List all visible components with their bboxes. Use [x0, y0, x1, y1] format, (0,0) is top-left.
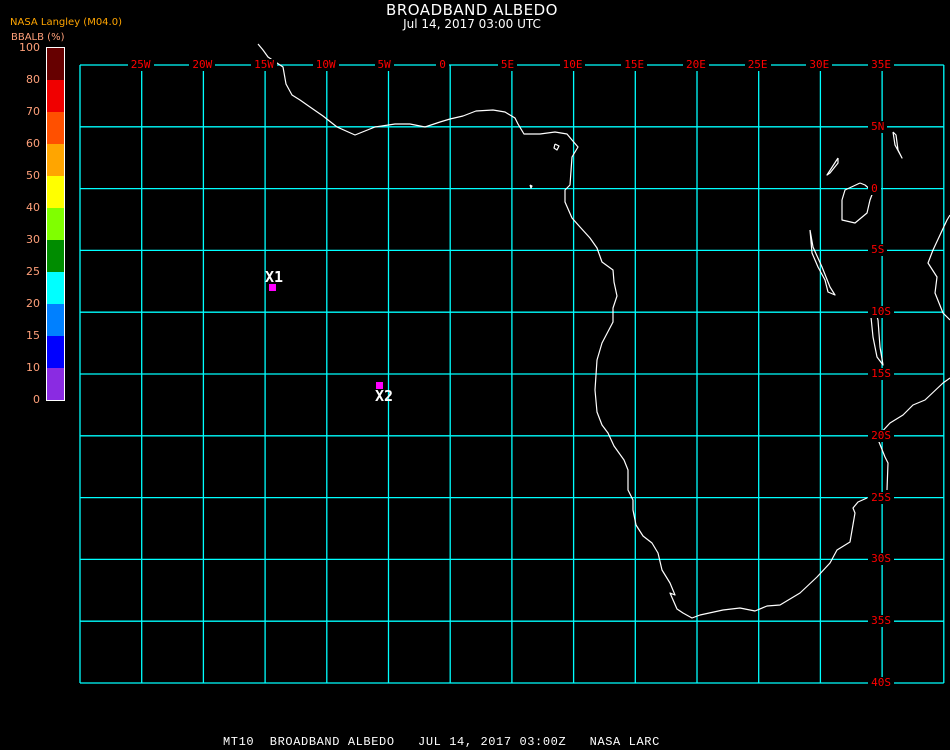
- color-swatch: [47, 304, 64, 336]
- longitude-label: 25E: [744, 59, 771, 71]
- color-scale-bar: [46, 47, 65, 401]
- footer-caption: MT10 BROADBAND ALBEDO JUL 14, 2017 03:00…: [223, 735, 660, 749]
- map-title: BROADBAND ALBEDO: [386, 1, 558, 19]
- scale-tick-label: 50: [26, 169, 40, 182]
- marker-point: [376, 382, 383, 389]
- color-swatch: [47, 368, 64, 400]
- longitude-label: 10E: [559, 59, 586, 71]
- color-swatch: [47, 208, 64, 240]
- latitude-label: 5S: [868, 244, 888, 257]
- map-subtitle: Jul 14, 2017 03:00 UTC: [403, 17, 541, 31]
- longitude-label: 5E: [497, 59, 518, 71]
- latitude-label: 0: [868, 182, 881, 195]
- color-swatch: [47, 240, 64, 272]
- coastline-segment: [553, 143, 560, 151]
- latitude-label: 25S: [868, 491, 894, 504]
- lat-lon-grid: [79, 64, 945, 684]
- longitude-label: 0: [436, 59, 449, 71]
- coastline-segment: [826, 157, 839, 176]
- color-swatch: [47, 176, 64, 208]
- coastline-segment: [529, 184, 533, 189]
- longitude-label: 15E: [621, 59, 648, 71]
- scale-tick-label: 0: [33, 393, 40, 406]
- legend-unit-label: BBALB (%): [11, 32, 65, 43]
- scale-tick-label: 40: [26, 201, 40, 214]
- latitude-label: 10S: [868, 306, 894, 319]
- color-swatch: [47, 336, 64, 368]
- scale-tick-label: 15: [26, 329, 40, 342]
- longitude-label: 35E: [868, 59, 894, 71]
- longitude-label: 10W: [312, 59, 339, 71]
- color-swatch: [47, 144, 64, 176]
- scale-tick-label: 30: [26, 233, 40, 246]
- coastline: [257, 43, 950, 619]
- coastline-segment: [809, 229, 836, 296]
- color-swatch: [47, 80, 64, 112]
- scale-tick-label: 25: [26, 265, 40, 278]
- coastline-segment: [892, 131, 903, 159]
- longitude-label: 30E: [806, 59, 833, 71]
- color-swatch: [47, 48, 64, 80]
- marker-label: X1: [265, 268, 284, 286]
- marker-label: X2: [375, 387, 394, 405]
- longitude-label: 25W: [127, 59, 154, 71]
- scale-tick-label: 20: [26, 297, 40, 310]
- coastline-segment: [876, 377, 950, 491]
- scale-tick-label: 10: [26, 361, 40, 374]
- longitude-label: 5W: [374, 59, 394, 71]
- longitude-label: 20W: [189, 59, 216, 71]
- marker-point: [269, 284, 276, 291]
- latitude-label: 20S: [868, 429, 894, 442]
- latitude-label: 35S: [868, 615, 894, 628]
- latitude-label: 5N: [868, 120, 888, 133]
- coastline-segment: [257, 43, 868, 619]
- coastline-segment: [927, 214, 950, 321]
- latitude-label: 15S: [868, 368, 894, 380]
- longitude-label: 20E: [683, 59, 709, 71]
- scale-tick-label: 100: [19, 41, 40, 54]
- legend-source: NASA Langley (M04.0): [10, 17, 122, 28]
- scale-tick-label: 80: [26, 73, 40, 86]
- color-swatch: [47, 272, 64, 304]
- scale-tick-label: 70: [26, 105, 40, 118]
- scale-tick-label: 60: [26, 137, 40, 150]
- latitude-label: 40S: [868, 677, 894, 689]
- longitude-label: 15W: [251, 59, 277, 71]
- color-swatch: [47, 112, 64, 144]
- latitude-label: 30S: [868, 553, 894, 566]
